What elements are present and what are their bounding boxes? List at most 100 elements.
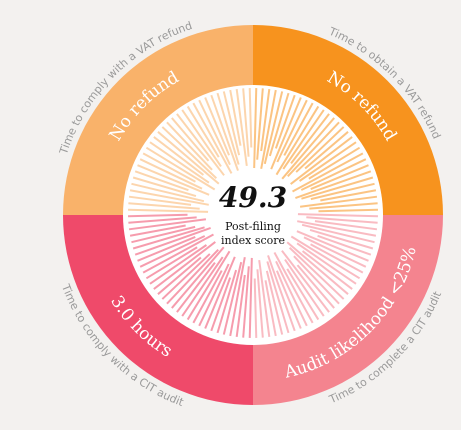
spoke	[273, 251, 314, 324]
spoke	[142, 152, 196, 183]
spoke	[137, 235, 196, 262]
spoke	[142, 233, 215, 274]
spoke	[290, 113, 330, 165]
spoke	[288, 247, 345, 300]
spoke	[128, 208, 209, 213]
spoke	[128, 195, 192, 206]
spoke	[157, 256, 202, 295]
spoke	[134, 170, 189, 192]
spoke	[308, 146, 361, 180]
spoke	[297, 213, 378, 218]
spoke	[296, 264, 335, 309]
spoke	[275, 260, 308, 327]
spoke	[310, 182, 375, 201]
score: 49.3	[219, 181, 287, 214]
spoke	[171, 117, 210, 162]
spoke	[186, 250, 231, 321]
spoke	[290, 136, 353, 185]
spoke	[198, 99, 231, 166]
spoke	[166, 248, 219, 305]
spoke	[176, 261, 216, 313]
spoke	[299, 195, 378, 208]
spoke	[309, 228, 374, 250]
spoke	[216, 269, 238, 334]
spoke	[256, 88, 264, 160]
spoke	[283, 102, 314, 156]
spoke	[301, 176, 374, 200]
spoke	[229, 89, 242, 146]
spoke	[298, 141, 357, 182]
spoke	[186, 105, 220, 158]
spoke	[161, 126, 218, 179]
spoke	[265, 270, 284, 335]
spoke	[198, 263, 230, 327]
spoke	[192, 270, 223, 324]
spoke	[145, 146, 216, 191]
spoke	[304, 131, 349, 170]
spoke	[204, 256, 236, 329]
spoke	[216, 92, 240, 165]
spoke	[132, 176, 197, 198]
spoke	[131, 225, 196, 244]
spoke	[290, 235, 361, 280]
spoke	[293, 219, 377, 237]
spoke	[128, 213, 188, 218]
spoke	[301, 223, 375, 244]
spoke	[176, 113, 225, 176]
spoke	[181, 256, 224, 317]
spoke	[282, 109, 325, 170]
spoke	[287, 121, 340, 178]
center-disk	[208, 168, 298, 258]
spoke	[259, 89, 277, 173]
spoke	[281, 250, 330, 313]
spoke	[248, 88, 253, 148]
spoke	[129, 224, 186, 237]
spoke	[320, 189, 377, 202]
score-label: index score	[221, 234, 285, 247]
spoke	[139, 235, 206, 268]
spoke	[229, 253, 247, 337]
spoke	[171, 243, 227, 309]
spoke	[248, 257, 253, 338]
spoke	[260, 88, 271, 152]
spokes	[128, 88, 378, 338]
spoke	[181, 109, 222, 168]
spoke	[276, 99, 308, 163]
spoke	[310, 164, 369, 191]
spoke	[279, 117, 335, 183]
spoke	[204, 97, 231, 156]
spoke	[242, 88, 250, 157]
spoke	[256, 269, 264, 338]
spoke	[128, 218, 207, 231]
spoke	[283, 239, 349, 295]
spoke	[296, 242, 357, 285]
spoke	[291, 152, 364, 193]
spoke	[132, 226, 205, 250]
spoke	[235, 274, 246, 338]
spoke	[129, 189, 213, 207]
spoke	[306, 216, 378, 224]
spoke	[145, 246, 198, 280]
spoke	[264, 280, 277, 337]
spoke	[270, 97, 302, 170]
spoke	[153, 136, 205, 176]
spoke	[275, 270, 302, 329]
spoke	[131, 182, 205, 203]
spoke	[291, 170, 372, 201]
spoke	[161, 253, 211, 300]
score-label: Post-filing	[225, 220, 281, 233]
spoke	[128, 216, 197, 224]
spoke	[166, 121, 213, 171]
spoke	[275, 105, 320, 176]
spoke	[235, 88, 248, 167]
spoke	[309, 202, 378, 210]
spoke	[314, 220, 378, 231]
spoke	[284, 258, 325, 317]
spoke	[153, 241, 216, 290]
spoke	[258, 259, 271, 338]
spoke	[266, 261, 290, 334]
spoke	[310, 243, 364, 274]
spoke	[253, 88, 258, 169]
spoke	[192, 102, 233, 175]
